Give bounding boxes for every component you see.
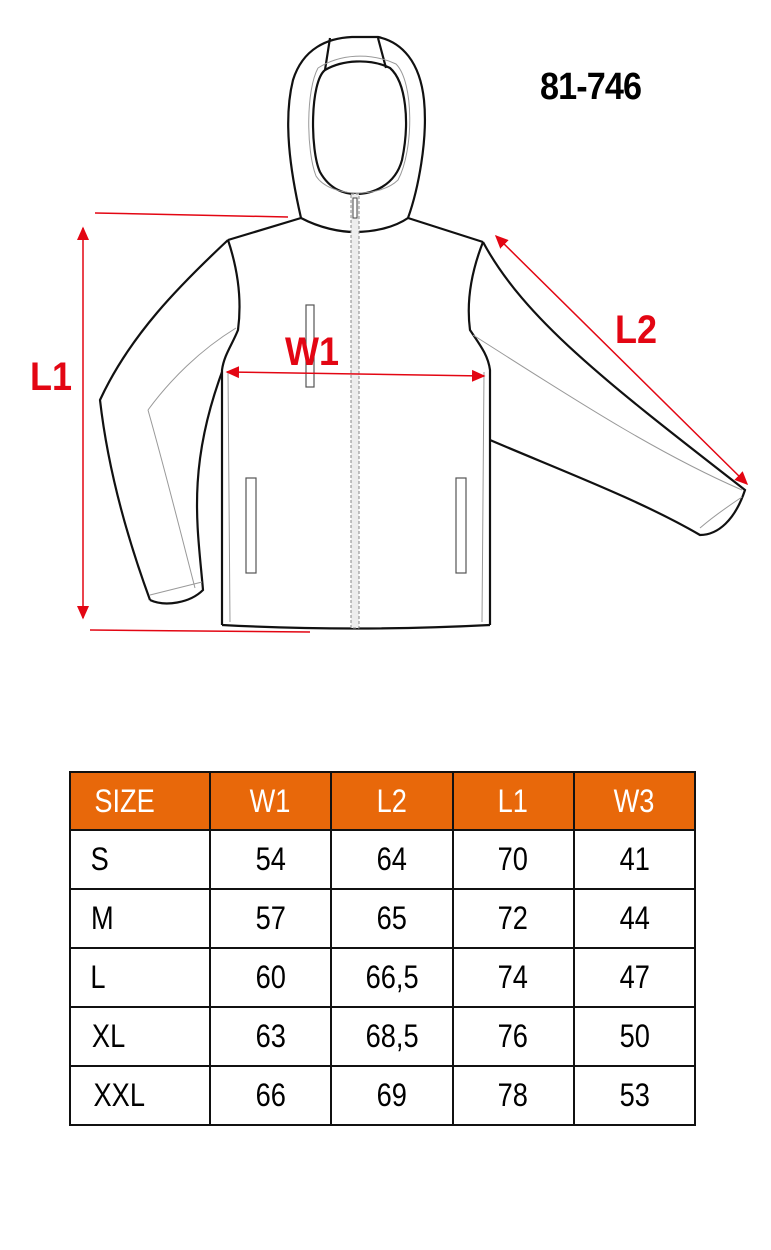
table-cell: 66 xyxy=(208,1065,333,1126)
measurement-value: 74 xyxy=(498,959,529,995)
l1-top-guide xyxy=(94,212,289,218)
measurement-value: 68,5 xyxy=(365,1018,419,1054)
table-row: M 57 65 72 44 xyxy=(69,888,697,949)
jacket-diagram xyxy=(77,35,749,633)
table-cell: M xyxy=(69,888,211,949)
header-w3: W3 xyxy=(613,782,655,819)
left-pocket xyxy=(245,477,257,574)
measurement-value: 70 xyxy=(498,841,529,877)
size-table: SIZE W1 L2 L1 W3 S 54 64 70 41 M 57 65 72 44 L 60 66… xyxy=(69,771,697,1126)
l1-bottom-guide xyxy=(89,629,311,633)
table-cell: 57 xyxy=(208,888,333,949)
header-cell: SIZE xyxy=(69,771,211,831)
table-cell: 74 xyxy=(451,947,575,1008)
size-label: XXL xyxy=(93,1077,145,1113)
measurement-value: 57 xyxy=(255,900,286,936)
table-cell: 70 xyxy=(451,829,575,890)
table-cell: L xyxy=(69,947,211,1008)
measurement-value: 78 xyxy=(498,1077,529,1113)
header-size: SIZE xyxy=(94,782,155,819)
table-cell: 50 xyxy=(572,1006,697,1067)
table-row: L 60 66,5 74 47 xyxy=(69,947,697,1008)
measurement-value: 63 xyxy=(255,1018,286,1054)
header-cell: W3 xyxy=(572,771,697,831)
table-cell: 66,5 xyxy=(330,947,454,1008)
header-l2: L2 xyxy=(376,782,408,819)
table-cell: 68,5 xyxy=(330,1006,454,1067)
table-cell: 60 xyxy=(208,947,333,1008)
size-label: L xyxy=(90,959,106,995)
table-cell: S xyxy=(69,829,211,890)
measurement-value: 54 xyxy=(255,841,286,877)
table-cell: 72 xyxy=(451,888,575,949)
header-w1: W1 xyxy=(250,782,291,819)
table-cell: XXL xyxy=(69,1065,211,1126)
pockets xyxy=(245,304,467,574)
measurement-value: 50 xyxy=(619,1018,650,1054)
table-cell: 53 xyxy=(572,1065,697,1126)
measurement-value: 66 xyxy=(255,1077,286,1113)
table-cell: 54 xyxy=(208,829,333,890)
w1-label: W1 xyxy=(285,330,339,374)
table-cell: 41 xyxy=(572,829,697,890)
table-cell: 64 xyxy=(330,829,454,890)
header-l1: L1 xyxy=(498,782,529,819)
table-cell: 76 xyxy=(451,1006,575,1067)
table-cell: 69 xyxy=(330,1065,454,1126)
table-row: S 54 64 70 41 xyxy=(69,829,697,890)
table-cell: 63 xyxy=(208,1006,333,1067)
table-cell: 78 xyxy=(451,1065,575,1126)
size-label: XL xyxy=(91,1018,126,1054)
table-cell: XL xyxy=(69,1006,211,1067)
zipper xyxy=(350,193,360,629)
header-cell: L1 xyxy=(451,771,575,831)
measurement-value: 64 xyxy=(376,841,408,877)
right-pocket xyxy=(455,477,467,574)
w1-arrow xyxy=(225,366,486,382)
measurement-value: 66,5 xyxy=(365,959,419,995)
product-code: 81-746 xyxy=(540,66,642,108)
measurement-value: 60 xyxy=(255,959,286,995)
measurement-value: 72 xyxy=(498,900,529,936)
table-row: XL 63 68,5 76 50 xyxy=(69,1006,697,1067)
size-label: M xyxy=(90,900,114,936)
zipper-pull xyxy=(352,197,358,219)
measurement-value: 47 xyxy=(619,959,650,995)
header-cell: W1 xyxy=(208,771,333,831)
measurement-value: 76 xyxy=(498,1018,529,1054)
measurement-value: 65 xyxy=(376,900,408,936)
table-cell: 65 xyxy=(330,888,454,949)
table-cell: 44 xyxy=(572,888,697,949)
l2-arrow xyxy=(494,234,749,486)
measurement-value: 44 xyxy=(619,900,650,936)
size-label: S xyxy=(90,841,109,877)
measurement-value: 69 xyxy=(376,1077,408,1113)
table-header-row: SIZE W1 L2 L1 W3 xyxy=(69,771,697,831)
measurement-value: 41 xyxy=(619,841,650,877)
chest-pocket xyxy=(305,304,315,388)
l2-label: L2 xyxy=(615,308,658,352)
measurement-value: 53 xyxy=(619,1077,650,1113)
l1-label: L1 xyxy=(30,355,73,399)
measurement-lines xyxy=(77,212,749,633)
table-row: XXL 66 69 78 53 xyxy=(69,1065,697,1126)
header-cell: L2 xyxy=(330,771,454,831)
table-cell: 47 xyxy=(572,947,697,1008)
